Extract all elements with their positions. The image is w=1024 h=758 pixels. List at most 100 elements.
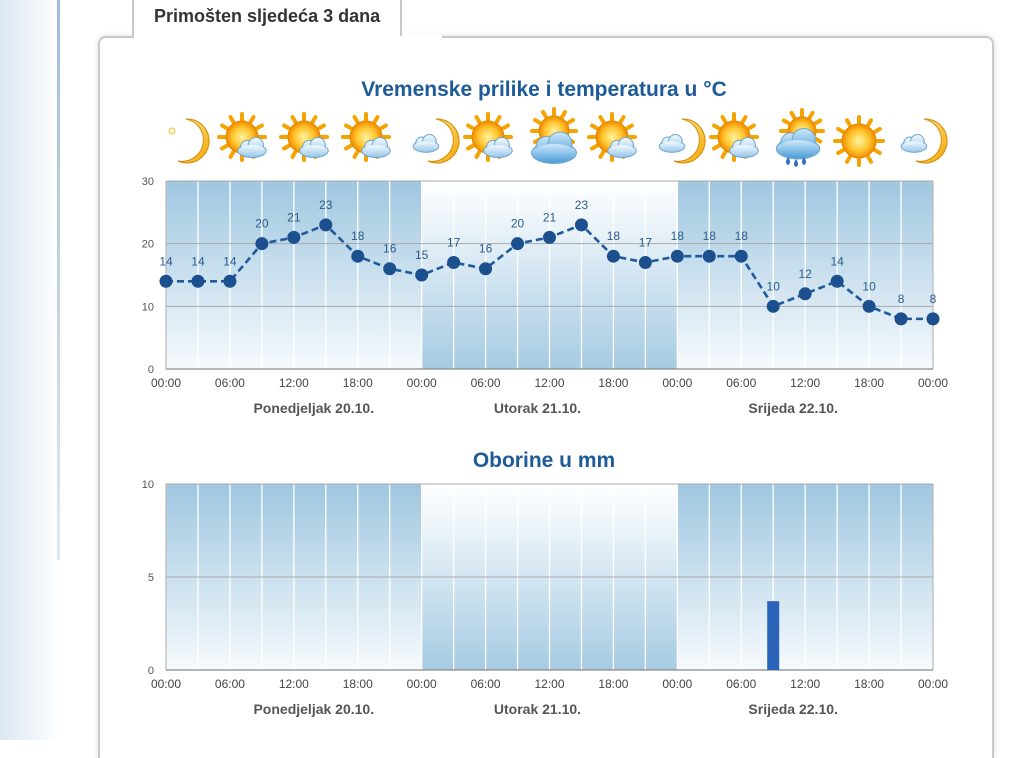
temperature-data-label: 23 [319, 198, 333, 212]
day-label: Ponedjeljak 20.10. [253, 701, 374, 717]
precipitation-chart: 0 5 10 00:00 06:00 12:00 18:00 00:00 06:00 12:00 1… [142, 479, 949, 717]
x-tick-label: 12:00 [279, 376, 309, 390]
precipitation-chart-title: Oborine u mm [472, 449, 616, 472]
temperature-point [798, 287, 812, 301]
temperature-data-label: 18 [671, 229, 685, 243]
x-tick-label: 00:00 [151, 376, 181, 390]
temperature-data-label: 21 [543, 210, 557, 224]
x-tick-label: 06:00 [726, 376, 756, 390]
x-tick-label: 06:00 [471, 677, 501, 691]
temperature-data-label: 18 [735, 229, 749, 243]
x-tick-label: 06:00 [215, 677, 245, 691]
x-tick-label: 06:00 [471, 376, 501, 390]
page-left-edge [0, 0, 60, 740]
y-tick-label: 0 [148, 665, 154, 677]
temperature-point [638, 255, 652, 269]
temperature-data-label: 16 [383, 242, 397, 256]
x-tick-label: 00:00 [662, 677, 692, 691]
temperature-point [543, 230, 556, 244]
tab-forecast-3-days[interactable]: Primošten sljedeća 3 dana [132, 0, 403, 36]
moon-cloud-icon [900, 118, 948, 164]
x-tick-label: 00:00 [918, 376, 948, 390]
temperature-data-label: 14 [223, 254, 237, 268]
x-tick-label: 00:00 [662, 376, 692, 390]
moon-cloud-icon [412, 118, 460, 164]
temperature-point [574, 218, 588, 232]
y-tick-label: 10 [142, 301, 154, 313]
x-tick-label: 00:00 [407, 677, 437, 691]
rain-sun-icon [775, 108, 825, 167]
temperature-point [319, 218, 333, 232]
x-tick-label: 18:00 [598, 376, 628, 390]
temperature-point [511, 237, 525, 251]
day-label: Utorak 21.10. [494, 400, 581, 416]
weather-icons-row [168, 107, 948, 167]
y-tick-label: 0 [148, 364, 154, 376]
sun-cloud-icon [709, 112, 759, 162]
x-tick-label: 18:00 [854, 376, 884, 390]
y-tick-label: 5 [148, 572, 154, 584]
temperature-point [255, 237, 269, 251]
day-label: Utorak 21.10. [494, 701, 581, 717]
temperature-data-label: 14 [830, 254, 844, 268]
temperature-point [766, 299, 780, 313]
y-tick-label: 10 [142, 479, 154, 491]
temperature-data-label: 18 [607, 229, 621, 243]
temperature-point [383, 262, 397, 276]
x-tick-label: 06:00 [726, 677, 756, 691]
x-tick-label: 12:00 [534, 677, 564, 691]
temperature-point [159, 274, 173, 288]
temperature-point [415, 268, 429, 282]
x-tick-label: 12:00 [790, 677, 820, 691]
temperature-data-label: 20 [511, 217, 525, 231]
moon-cloud-icon [658, 118, 706, 164]
temperature-data-label: 10 [862, 279, 876, 293]
temperature-point [862, 299, 876, 313]
sun-cloud-icon [587, 112, 637, 162]
x-tick-label: 06:00 [215, 376, 245, 390]
temperature-data-label: 12 [798, 267, 812, 281]
x-tick-label: 18:00 [854, 677, 884, 691]
temperature-data-label: 14 [191, 254, 205, 268]
x-tick-label: 18:00 [343, 376, 373, 390]
precipitation-bar [767, 601, 780, 670]
temperature-point [894, 312, 908, 326]
forecast-charts: 0 10 20 30 00:00 06:00 12:00 18:00 00:00 06:00 12:… [142, 107, 949, 717]
temperature-data-label: 8 [930, 292, 937, 306]
x-tick-label: 00:00 [151, 677, 181, 691]
temperature-chart: 0 10 20 30 00:00 06:00 12:00 18:00 00:00 06:00 12:… [142, 176, 949, 416]
x-tick-label: 18:00 [343, 677, 373, 691]
day-label: Srijeda 22.10. [748, 400, 838, 416]
temperature-data-label: 23 [575, 198, 589, 212]
temperature-data-label: 21 [287, 210, 301, 224]
temperature-data-label: 20 [255, 217, 269, 231]
temperature-point [447, 255, 461, 269]
page-left-divider [57, 0, 60, 560]
sun-cloud-icon [463, 112, 513, 162]
x-tick-label: 00:00 [918, 677, 948, 691]
y-tick-label: 30 [142, 176, 154, 188]
temperature-point [606, 249, 620, 263]
temperature-data-label: 18 [703, 229, 717, 243]
temperature-point [287, 230, 301, 244]
temperature-data-label: 10 [767, 279, 781, 293]
moon-clear-icon [168, 118, 210, 164]
temperature-chart-title: Vremenske prilike i temperatura u °C [361, 78, 727, 101]
temperature-data-label: 8 [898, 292, 905, 306]
y-tick-label: 20 [142, 239, 154, 251]
x-tick-label: 12:00 [790, 376, 820, 390]
temperature-point [926, 312, 940, 326]
x-tick-label: 12:00 [279, 677, 309, 691]
temperature-data-label: 17 [447, 235, 461, 249]
temperature-point [702, 249, 716, 263]
day-label: Ponedjeljak 20.10. [253, 400, 374, 416]
x-tick-label: 18:00 [598, 677, 628, 691]
temperature-point [830, 274, 844, 288]
sun-cloud-icon [279, 112, 329, 162]
sun-icon [833, 115, 885, 167]
temperature-data-label: 14 [159, 254, 173, 268]
temperature-point [734, 249, 748, 263]
sun-cloud-icon [341, 112, 391, 162]
x-tick-label: 00:00 [407, 376, 437, 390]
temperature-data-label: 16 [479, 242, 493, 256]
